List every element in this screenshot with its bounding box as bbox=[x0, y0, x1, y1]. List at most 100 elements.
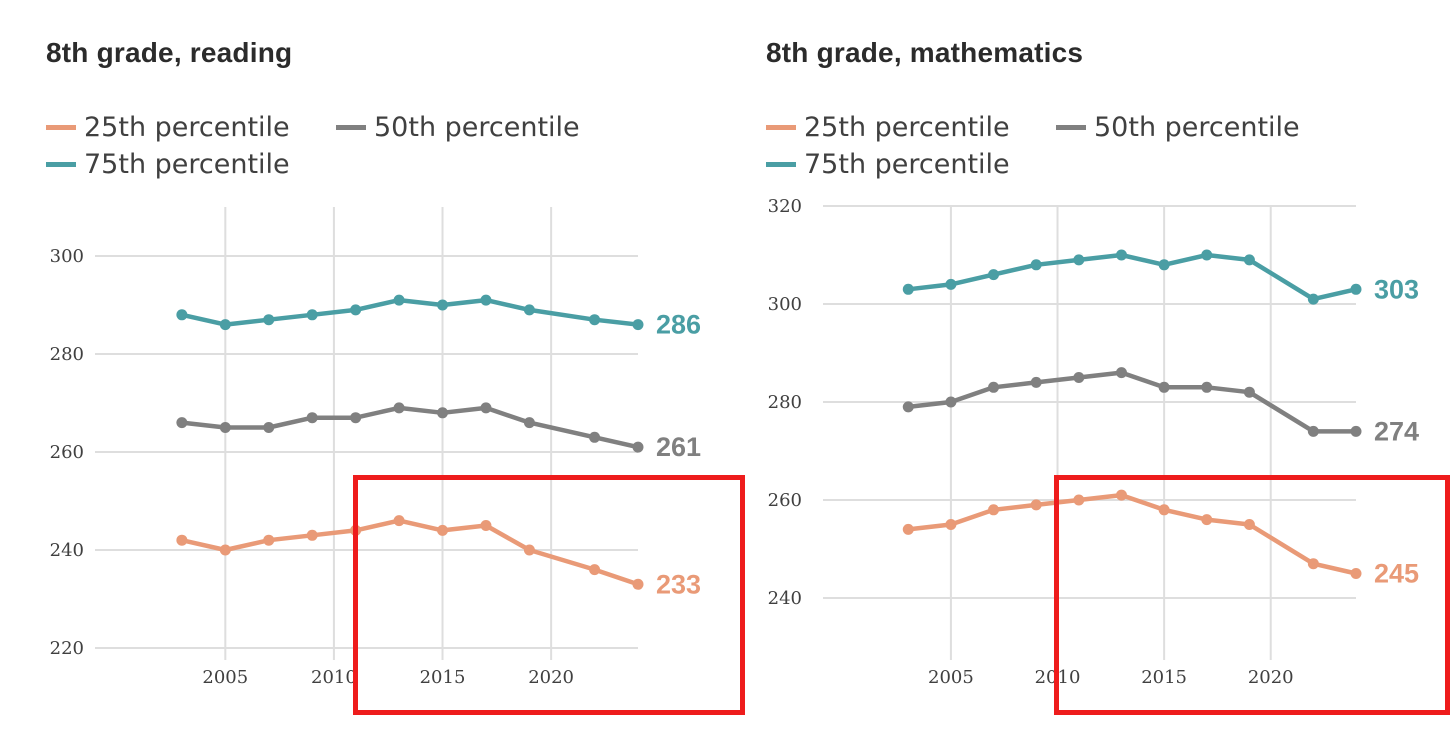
legend-swatch-50th bbox=[1056, 125, 1086, 130]
legend-item-75th: 75th percentile bbox=[766, 149, 1010, 180]
chart-title-mathematics: 8th grade, mathematics bbox=[766, 37, 1084, 68]
legend-swatch-75th bbox=[766, 162, 796, 167]
legend-label-75th: 75th percentile bbox=[804, 149, 1010, 180]
data-point-1-2009 bbox=[306, 412, 318, 424]
x-tick-2010: 2010 bbox=[311, 667, 357, 688]
data-point-0-2007 bbox=[263, 534, 275, 546]
chart-title-reading: 8th grade, reading bbox=[46, 37, 293, 68]
data-point-1-2024 bbox=[1350, 425, 1362, 437]
data-point-0-2009 bbox=[1030, 499, 1042, 511]
data-point-0-2024 bbox=[1350, 568, 1362, 579]
data-point-0-2022 bbox=[589, 564, 601, 576]
data-point-1-2024 bbox=[632, 441, 644, 453]
y-tick-220: 220 bbox=[50, 638, 84, 659]
data-point-2-2013 bbox=[1115, 249, 1127, 261]
legend-label-50th: 50th percentile bbox=[1094, 112, 1300, 143]
x-tick-2005: 2005 bbox=[202, 667, 248, 688]
data-point-2-2019 bbox=[523, 304, 535, 316]
data-point-1-2022 bbox=[1307, 425, 1319, 437]
data-point-1-2013 bbox=[1115, 367, 1127, 379]
data-point-1-2007 bbox=[263, 422, 275, 433]
data-point-2-2019 bbox=[1243, 254, 1255, 266]
legend-swatch-25th bbox=[46, 125, 76, 130]
data-point-0-2015 bbox=[1158, 504, 1170, 516]
end-label-1: 274 bbox=[1374, 416, 1419, 446]
data-point-2-2003 bbox=[176, 309, 188, 321]
data-point-2-2022 bbox=[589, 314, 601, 326]
data-point-1-2003 bbox=[902, 401, 914, 413]
legend-item-75th: 75th percentile bbox=[46, 149, 290, 180]
data-point-2-2003 bbox=[902, 283, 914, 295]
data-point-2-2011 bbox=[350, 304, 362, 316]
data-point-0-2013 bbox=[393, 515, 405, 527]
data-point-0-2024 bbox=[632, 578, 644, 590]
series-line-1 bbox=[179, 405, 641, 450]
chart-panel-mathematics: 240 260 280 300 320 2005 2010 2015 2020 245 274 303… bbox=[728, 0, 1456, 735]
x-tick-2015: 2015 bbox=[1141, 667, 1187, 688]
legend-label-50th: 50th percentile bbox=[374, 112, 580, 143]
data-point-0-2019 bbox=[1243, 519, 1255, 530]
data-point-1-2013 bbox=[393, 402, 405, 414]
y-tick-280: 280 bbox=[768, 392, 802, 413]
y-tick-300: 300 bbox=[768, 294, 802, 315]
end-label-0: 233 bbox=[656, 569, 701, 599]
data-point-2-2015 bbox=[437, 299, 449, 311]
data-point-1-2011 bbox=[350, 412, 362, 424]
data-point-0-2013 bbox=[1115, 489, 1127, 501]
data-point-0-2011 bbox=[1073, 494, 1085, 506]
legend-swatch-50th bbox=[336, 125, 366, 130]
y-tick-280: 280 bbox=[50, 344, 84, 365]
y-tick-320: 320 bbox=[768, 196, 802, 217]
highlight-box-mathematics bbox=[1054, 475, 1450, 715]
y-tick-240: 240 bbox=[768, 588, 802, 609]
data-point-2-2024 bbox=[1350, 283, 1362, 295]
legend-item-25th: 25th percentile bbox=[766, 112, 1010, 143]
data-point-0-2005 bbox=[945, 519, 957, 530]
data-point-0-2003 bbox=[176, 534, 188, 546]
y-tick-260: 260 bbox=[768, 490, 802, 511]
data-point-1-2015 bbox=[1158, 381, 1170, 393]
data-point-0-2019 bbox=[523, 544, 535, 556]
series-line-2 bbox=[179, 297, 641, 327]
chart-panel-reading: 220 240 260 280 300 2005 2010 2015 2020 233 261 286… bbox=[46, 37, 745, 715]
data-point-2-2009 bbox=[306, 309, 318, 321]
data-point-2-2017 bbox=[1201, 249, 1213, 261]
highlight-box-reading bbox=[353, 475, 745, 715]
data-point-1-2005 bbox=[945, 396, 957, 408]
data-point-2-2011 bbox=[1073, 254, 1085, 266]
legend-swatch-25th bbox=[766, 125, 796, 130]
data-point-2-2024 bbox=[632, 319, 644, 331]
data-point-2-2009 bbox=[1030, 259, 1042, 271]
data-point-1-2019 bbox=[523, 417, 535, 429]
data-point-0-2007 bbox=[988, 504, 1000, 516]
data-point-2-2007 bbox=[988, 269, 1000, 281]
reading-chart-plot: 220 240 260 280 300 2005 2010 2015 2020 233 261 286 bbox=[50, 207, 701, 688]
data-point-1-2019 bbox=[1243, 386, 1255, 398]
data-point-2-2017 bbox=[480, 294, 492, 306]
legend-item-50th: 50th percentile bbox=[336, 112, 580, 143]
end-label-2: 303 bbox=[1374, 274, 1419, 304]
data-point-2-2007 bbox=[263, 314, 275, 326]
data-point-2-2005 bbox=[945, 278, 957, 290]
legend-item-50th: 50th percentile bbox=[1056, 112, 1300, 143]
y-tick-300: 300 bbox=[50, 246, 84, 267]
legend-label-25th: 25th percentile bbox=[804, 112, 1010, 143]
y-tick-260: 260 bbox=[50, 442, 84, 463]
data-point-1-2005 bbox=[219, 422, 231, 433]
y-tick-240: 240 bbox=[50, 540, 84, 561]
data-point-2-2013 bbox=[393, 294, 405, 306]
legend-label-25th: 25th percentile bbox=[84, 112, 290, 143]
data-point-1-2011 bbox=[1073, 372, 1085, 383]
end-label-1: 261 bbox=[656, 432, 701, 462]
data-point-1-2009 bbox=[1030, 376, 1042, 388]
data-point-0-2009 bbox=[306, 529, 318, 541]
legend-swatch-75th bbox=[46, 162, 76, 167]
x-tick-2005: 2005 bbox=[928, 667, 974, 688]
data-point-1-2015 bbox=[437, 407, 449, 419]
data-point-2-2005 bbox=[219, 319, 231, 331]
legend-item-25th: 25th percentile bbox=[46, 112, 290, 143]
data-point-0-2003 bbox=[902, 523, 914, 535]
x-tick-2015: 2015 bbox=[420, 667, 466, 688]
data-point-1-2022 bbox=[589, 431, 601, 443]
